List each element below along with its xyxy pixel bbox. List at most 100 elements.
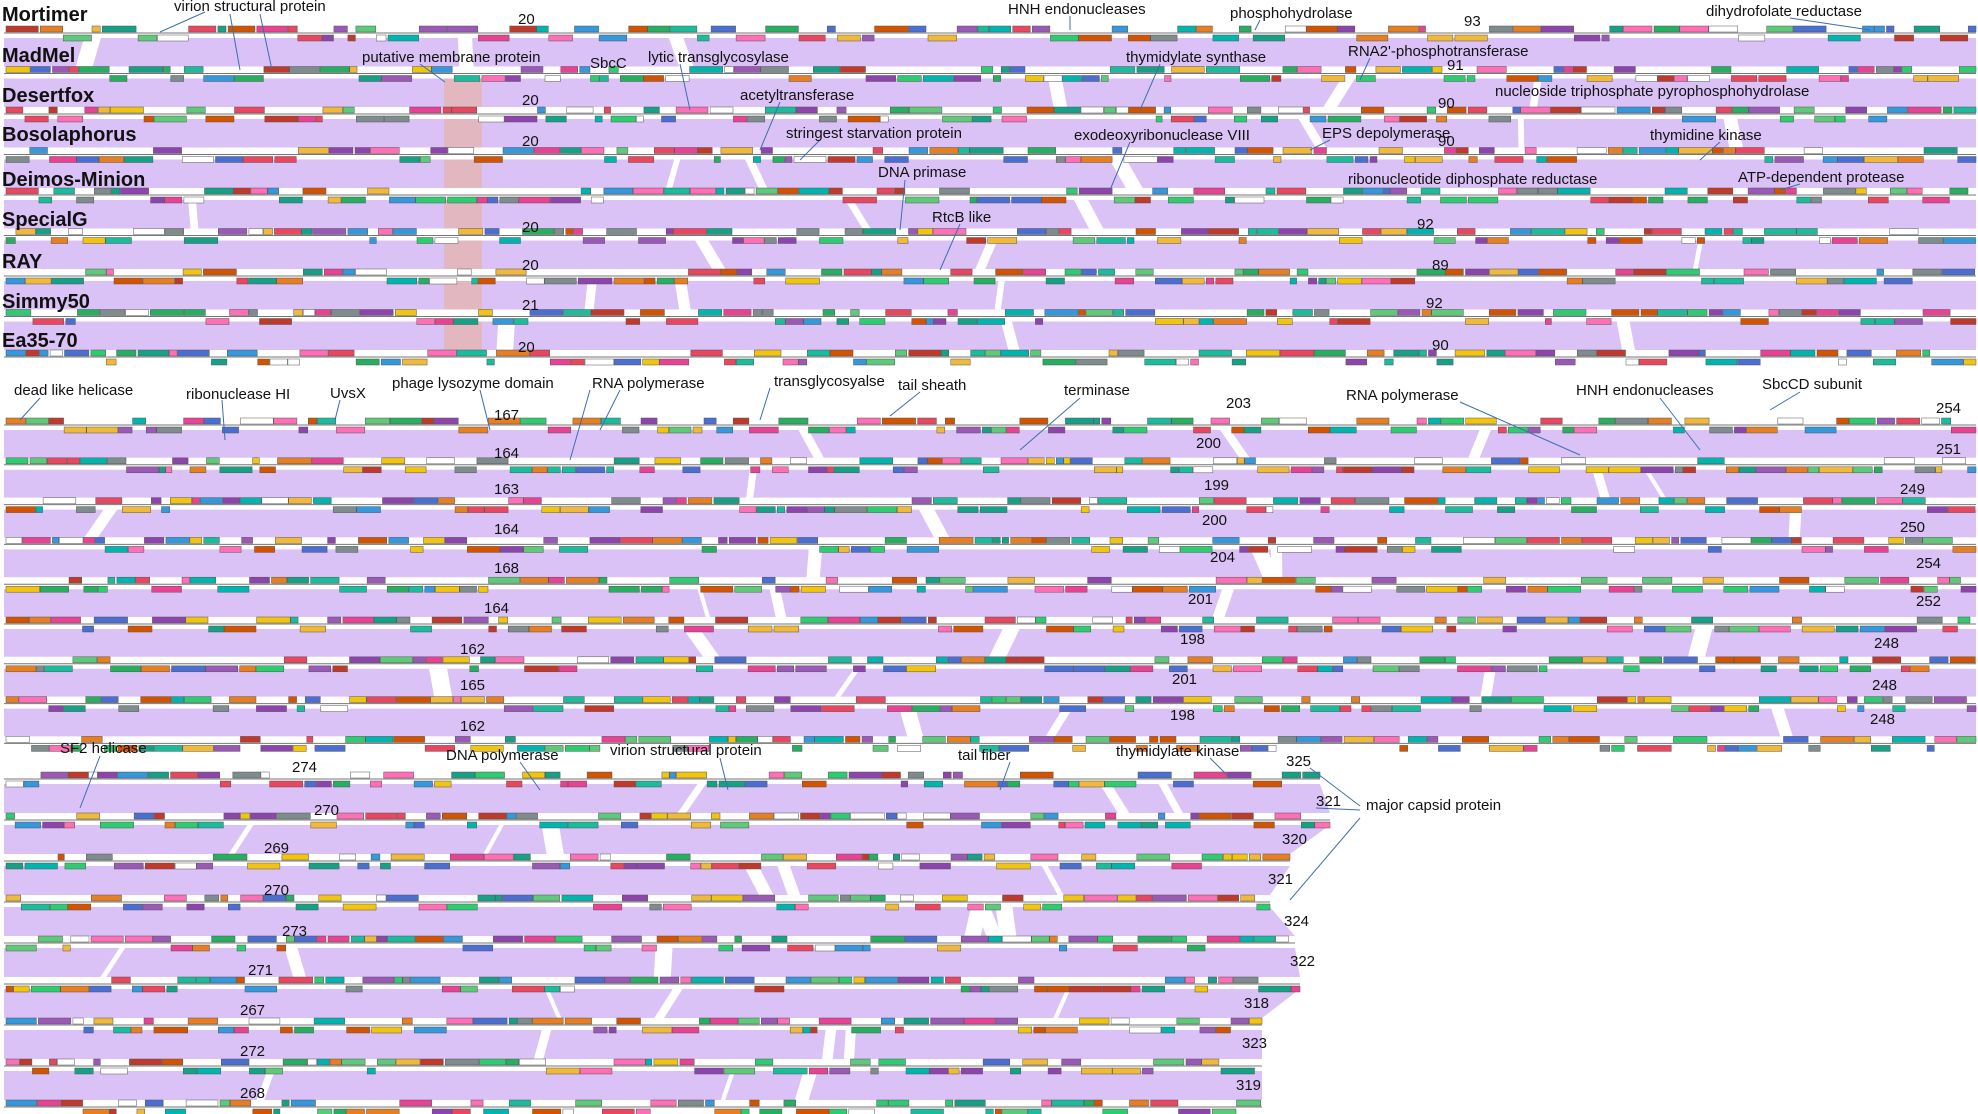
gene [297,115,316,123]
gene [1340,705,1352,712]
gene [142,277,175,285]
gene [321,34,334,42]
gene [1890,187,1907,195]
gene [1127,237,1135,244]
gene [203,268,237,276]
gene [211,935,236,943]
gene [903,1017,929,1025]
gene [1012,25,1031,33]
gene [438,497,455,504]
gene [1747,187,1775,195]
gene [543,537,558,544]
similarity-band [4,281,1976,310]
gene [655,625,669,633]
gene [5,457,29,465]
gene [555,935,583,943]
gene [1623,665,1640,673]
gene [606,466,614,474]
gene [1236,1099,1261,1107]
gene [1880,576,1910,584]
gene [829,1067,851,1075]
gene-label: terminase [1064,382,1130,399]
gene [1343,656,1358,664]
gene [699,1017,711,1025]
gene [1261,115,1278,123]
gene [1510,228,1532,235]
gene [1431,309,1464,316]
gene [1317,665,1333,673]
similarity-band [4,549,1976,578]
gene [1536,156,1547,163]
gene [376,894,387,902]
gene [808,466,828,474]
gene [1835,625,1859,633]
gene [1738,745,1757,752]
gene [133,228,165,235]
callout-line [1699,141,1721,161]
gene [783,853,807,861]
callout-line [899,179,906,231]
gene [110,665,141,673]
gene [729,705,737,712]
gene [819,237,844,244]
gene [1406,196,1421,204]
band-gap [899,708,924,737]
gene [649,903,662,911]
gene [327,935,350,943]
gene-number: 252 [1916,593,1941,610]
gene [106,268,114,276]
gene [1184,976,1195,984]
gene [175,821,198,829]
gene [519,1058,546,1066]
gene [1687,497,1706,504]
gene [1045,457,1055,465]
gene [965,585,974,593]
gene [44,665,73,673]
gene [197,771,221,779]
gene [1819,237,1831,244]
gene [593,903,623,911]
band-gap [1788,509,1802,538]
gene [228,903,241,911]
gene [1618,237,1643,244]
gene [1335,546,1345,553]
gene [1128,34,1151,42]
gene [554,228,564,235]
gene [598,34,627,42]
gene-number: 90 [1438,133,1455,150]
gene [900,780,908,788]
gene [1065,417,1094,425]
gene [342,268,356,276]
gene [903,466,918,474]
gene [951,705,981,712]
gene [827,466,834,474]
gene-number: 201 [1188,591,1213,608]
gene [152,935,171,943]
gene-number: 271 [248,962,273,979]
band-gap [457,38,474,67]
gene [1553,66,1564,73]
gene [186,903,205,911]
gene [936,426,946,434]
gene [1342,585,1372,593]
gene [1934,736,1957,743]
gene [665,228,674,235]
gene [853,976,865,984]
gene [1215,1026,1231,1034]
gene [1123,426,1148,434]
gene [988,985,1019,993]
gene-number: 203 [1226,395,1251,412]
gene [870,894,886,902]
gene [1006,426,1020,434]
gene [608,66,619,73]
gene [1452,696,1470,703]
gene [1573,426,1598,434]
gene [1488,309,1517,316]
gene [1625,358,1639,366]
gene [316,1058,330,1066]
gene [1454,349,1486,357]
gene [515,812,538,820]
gene [1831,237,1858,244]
gene [301,546,328,553]
gene [1658,497,1675,504]
